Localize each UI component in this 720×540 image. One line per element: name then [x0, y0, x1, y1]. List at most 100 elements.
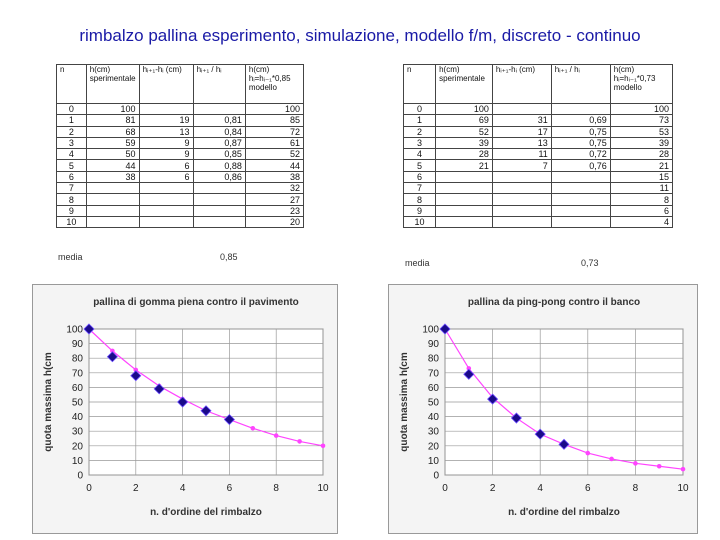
table-cell: 85 [244, 114, 305, 127]
y-tick-label: 70 [72, 368, 84, 379]
table-cell: 3 [56, 136, 87, 150]
chart-pingpong-svg: pallina da ping-pong contro il banco 0 10 2… [399, 297, 689, 518]
x-tick-label: 4 [180, 483, 186, 494]
table-cell [435, 170, 493, 184]
table-cell: 0,84 [192, 125, 246, 138]
y-tick-label: 60 [72, 383, 84, 394]
table-cell [491, 182, 552, 195]
table-cell [192, 193, 246, 206]
x-tick-label: 2 [133, 483, 139, 494]
experimental-point [130, 370, 142, 382]
table-cell: 4 [609, 215, 674, 229]
y-tick-label: 60 [428, 383, 440, 394]
x-tick-label: 6 [585, 483, 591, 494]
table-cell: 73 [609, 114, 674, 127]
model-point [656, 463, 662, 469]
media-label: media [58, 252, 83, 262]
table-cell: 61 [244, 136, 305, 150]
chart-gomma: pallina di gomma piena contro il pavimen… [32, 284, 338, 534]
media-value: 0,85 [220, 252, 238, 262]
table-row: 4 50 9 0,85 52 [56, 148, 305, 161]
y-tick-label: 90 [72, 339, 84, 350]
y-tick-label: 40 [72, 412, 84, 423]
table-cell [435, 193, 493, 206]
table-row: 5 44 6 0,88 44 [56, 159, 305, 172]
table-cell [85, 193, 140, 206]
table-cell: 9 [138, 148, 194, 161]
table-cell: 7 [491, 159, 552, 172]
table-cell [192, 215, 246, 229]
table-cell: 27 [244, 193, 305, 206]
table-cell: 0 [56, 102, 87, 116]
table-cell [491, 215, 552, 229]
y-tick-label: 10 [72, 456, 84, 467]
experimental-point [200, 405, 212, 417]
y-tick-label: 20 [428, 441, 440, 452]
table-cell: 100 [244, 102, 305, 116]
model-point [633, 461, 638, 466]
model-point [250, 425, 256, 431]
table-cell [138, 102, 194, 116]
table-cell: 19 [138, 114, 194, 127]
experimental-point [510, 412, 522, 424]
table-cell: 4 [56, 148, 87, 161]
table-cell [138, 215, 194, 229]
table-cell: 31 [491, 114, 552, 127]
header-differenza: hᵢ₊₁-hᵢ (cm) [138, 64, 194, 104]
table-cell: 52 [244, 148, 305, 161]
header-h-modello: h(cm) hᵢ=hᵢ₋₁*0,85 modello [244, 64, 305, 104]
table-cell: 0,87 [192, 136, 246, 150]
table-cell: 13 [138, 125, 194, 138]
table-cell [550, 170, 611, 184]
table-cell: 11 [609, 182, 674, 195]
experimental-point [487, 393, 499, 405]
table-row: 10 20 [56, 215, 305, 229]
model-point [110, 348, 115, 354]
table-cell: 50 [85, 148, 140, 161]
table-cell: 3 [402, 136, 437, 150]
table-cell: 39 [435, 136, 493, 150]
table-row: 6 15 [402, 170, 674, 184]
y-tick-label: 80 [72, 354, 84, 365]
table-cell [192, 182, 246, 195]
table-cell: 9 [138, 136, 194, 150]
table-cell [138, 193, 194, 206]
chart-pingpong: pallina da ping-pong contro il banco 0 10 2… [388, 284, 698, 534]
y-tick-label: 0 [433, 471, 439, 482]
table-cell: 0,76 [550, 159, 611, 172]
table-cell: 38 [244, 170, 305, 184]
y-tick-label: 100 [422, 325, 439, 336]
table-cell [85, 215, 140, 229]
y-tick-label: 70 [428, 368, 440, 379]
table-cell [550, 193, 611, 206]
header-h-modello: h(cm) hᵢ=hᵢ₋₁*0,73 modello [609, 64, 674, 104]
table-cell: 10 [56, 215, 87, 229]
header-differenza: hᵢ₊₁-hᵢ (cm) [491, 64, 552, 104]
table-cell: 28 [609, 148, 674, 161]
y-tick-label: 10 [428, 456, 440, 467]
x-tick-label: 10 [677, 483, 689, 494]
table-cell: 8 [56, 193, 87, 206]
table-row: 5 21 7 0,76 21 [402, 159, 674, 172]
table-cell: 5 [56, 159, 87, 172]
model-point [320, 443, 326, 449]
table-cell: 0,85 [192, 148, 246, 161]
table-cell: 9 [402, 204, 437, 217]
table-cell: 2 [56, 125, 87, 138]
table-cell: 68 [85, 125, 140, 138]
media-row-gomma: media 0,85 [58, 252, 238, 262]
table-cell: 0,81 [192, 114, 246, 127]
table-cell: 72 [244, 125, 305, 138]
y-tick-label: 40 [428, 412, 440, 423]
table-cell [491, 204, 552, 217]
table-cell: 8 [402, 193, 437, 206]
experimental-point [153, 383, 165, 395]
header-n: n [56, 64, 87, 104]
table-row: 0 100 100 [56, 102, 305, 116]
table-cell: 2 [402, 125, 437, 138]
table-cell: 0,75 [550, 136, 611, 150]
table-row: 7 32 [56, 182, 305, 195]
media-value: 0,73 [581, 258, 599, 268]
table-cell: 7 [402, 182, 437, 195]
table-row: 7 11 [402, 182, 674, 195]
